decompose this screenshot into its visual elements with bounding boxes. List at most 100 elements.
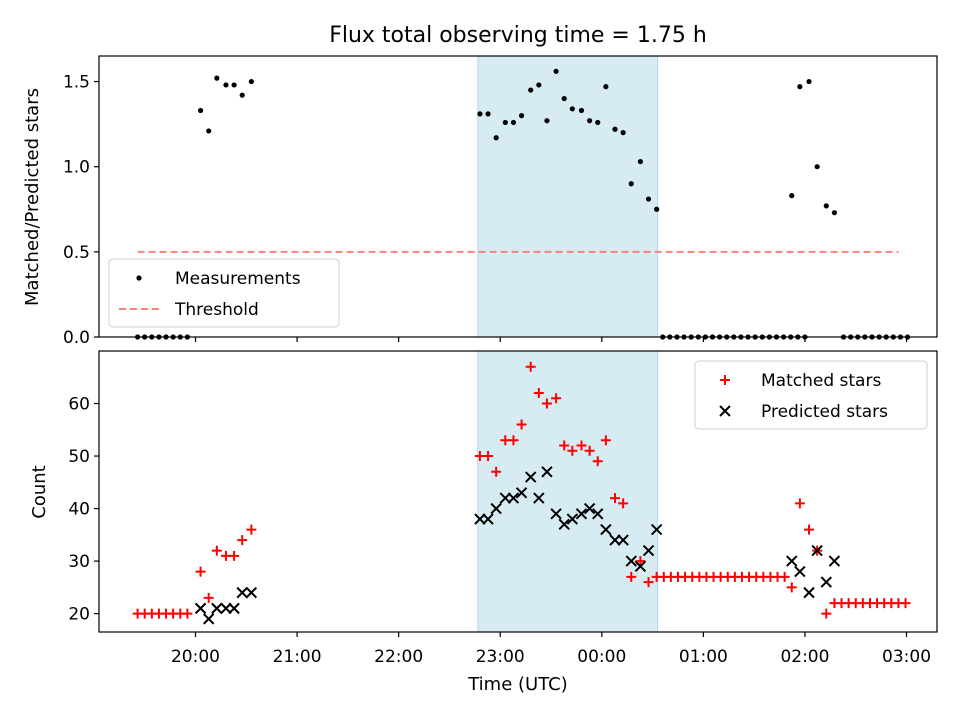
legend-label: Matched stars: [761, 371, 881, 391]
data-point: [578, 107, 585, 114]
data-point: [518, 113, 525, 119]
data-point: [493, 135, 499, 141]
data-point: [203, 592, 214, 603]
data-point: [634, 560, 647, 573]
y-tick-label: 0.5: [63, 243, 90, 263]
data-point: [821, 608, 832, 619]
legend-label: Predicted stars: [761, 402, 888, 422]
legend-marker: [136, 275, 142, 281]
data-point: [541, 398, 552, 409]
plot-frame: [98, 55, 938, 338]
data-point: [533, 492, 545, 504]
data-point: [617, 534, 629, 546]
data-point: [592, 508, 604, 520]
data-point: [645, 196, 652, 202]
data-point: [794, 498, 805, 509]
data-point: [794, 565, 806, 578]
data-point: [626, 571, 637, 582]
data-point: [248, 78, 254, 85]
data-point: [583, 502, 596, 515]
legend-label: Measurements: [175, 269, 301, 289]
data-point: [567, 445, 578, 456]
data-point: [245, 586, 258, 599]
data-point: [220, 602, 232, 615]
data-point: [900, 598, 911, 609]
y-tick-label: 1.0: [63, 158, 90, 178]
data-point: [223, 82, 229, 88]
y-tick-label: 40: [68, 500, 90, 520]
data-point: [828, 555, 841, 567]
data-point: [803, 586, 815, 599]
highlight-span: [477, 55, 659, 338]
data-point: [559, 440, 570, 451]
data-point: [490, 502, 502, 515]
data-point: [550, 508, 562, 520]
data-point: [182, 608, 193, 619]
data-point: [194, 602, 207, 615]
data-point: [569, 106, 575, 112]
data-point: [231, 82, 237, 88]
data-point: [558, 518, 570, 531]
data-point: [211, 602, 223, 615]
data-point: [516, 419, 527, 430]
legend-box: [694, 360, 928, 430]
data-point: [650, 523, 663, 536]
data-point: [229, 550, 240, 561]
data-point: [786, 582, 797, 593]
data-point: [779, 571, 790, 582]
data-point: [553, 68, 559, 74]
x-tick-label: 02:00: [780, 647, 829, 667]
data-point: [625, 555, 637, 567]
data-point: [642, 544, 655, 557]
top-panel: 0.0 0.5 1.0 1.5 Measurements Threshold: [63, 55, 938, 348]
data-point: [211, 545, 222, 556]
data-point: [789, 193, 795, 199]
series-predicted-stars: [194, 466, 841, 625]
data-point: [491, 466, 502, 477]
data-point: [786, 555, 798, 567]
x-tick-label: 23:00: [476, 647, 525, 667]
data-point: [195, 566, 206, 577]
data-point: [508, 435, 519, 446]
data-point: [603, 84, 609, 90]
x-tick-label: 22:00: [374, 647, 423, 667]
data-point: [551, 393, 562, 404]
data-point: [643, 577, 654, 588]
data-point: [197, 107, 204, 114]
y-tick-label: 0.0: [63, 328, 90, 348]
x-tick-label: 20:00: [171, 647, 220, 667]
data-point: [474, 513, 486, 525]
bottom-panel: 20 30 40 50 60 20:00 21:00 22:00 23:00 00:00 01:00…: [68, 350, 938, 667]
data-point: [502, 119, 508, 126]
legend: Matched stars Predicted stars: [694, 360, 928, 430]
x-tick-label: 01:00: [679, 647, 728, 667]
x-tick-label: 21:00: [273, 647, 322, 667]
data-point: [482, 513, 494, 525]
data-point: [635, 556, 646, 567]
y-tick-label: 20: [68, 605, 90, 625]
y-tick-label: 60: [68, 395, 90, 415]
data-point: [510, 119, 517, 126]
data-point: [507, 492, 520, 504]
data-point: [600, 435, 611, 446]
data-point: [561, 95, 567, 102]
data-point: [797, 84, 803, 90]
legend-marker: [720, 375, 730, 385]
data-point: [236, 586, 248, 599]
data-point: [804, 524, 815, 535]
data-point: [587, 118, 593, 124]
data-point: [806, 78, 812, 85]
data-point: [823, 203, 829, 209]
data-point: [544, 118, 550, 124]
data-point: [533, 388, 544, 399]
data-point: [228, 602, 240, 615]
legend-box: [108, 258, 340, 328]
data-point: [536, 82, 542, 88]
top-ylabel: Matched/Predicted stars: [22, 88, 43, 306]
data-point: [811, 544, 823, 557]
bottom-ylabel: Count: [29, 465, 50, 518]
data-point: [576, 440, 587, 451]
chart-title: Flux total observing time = 1.75 h: [329, 23, 707, 48]
highlight-span: [477, 350, 659, 633]
